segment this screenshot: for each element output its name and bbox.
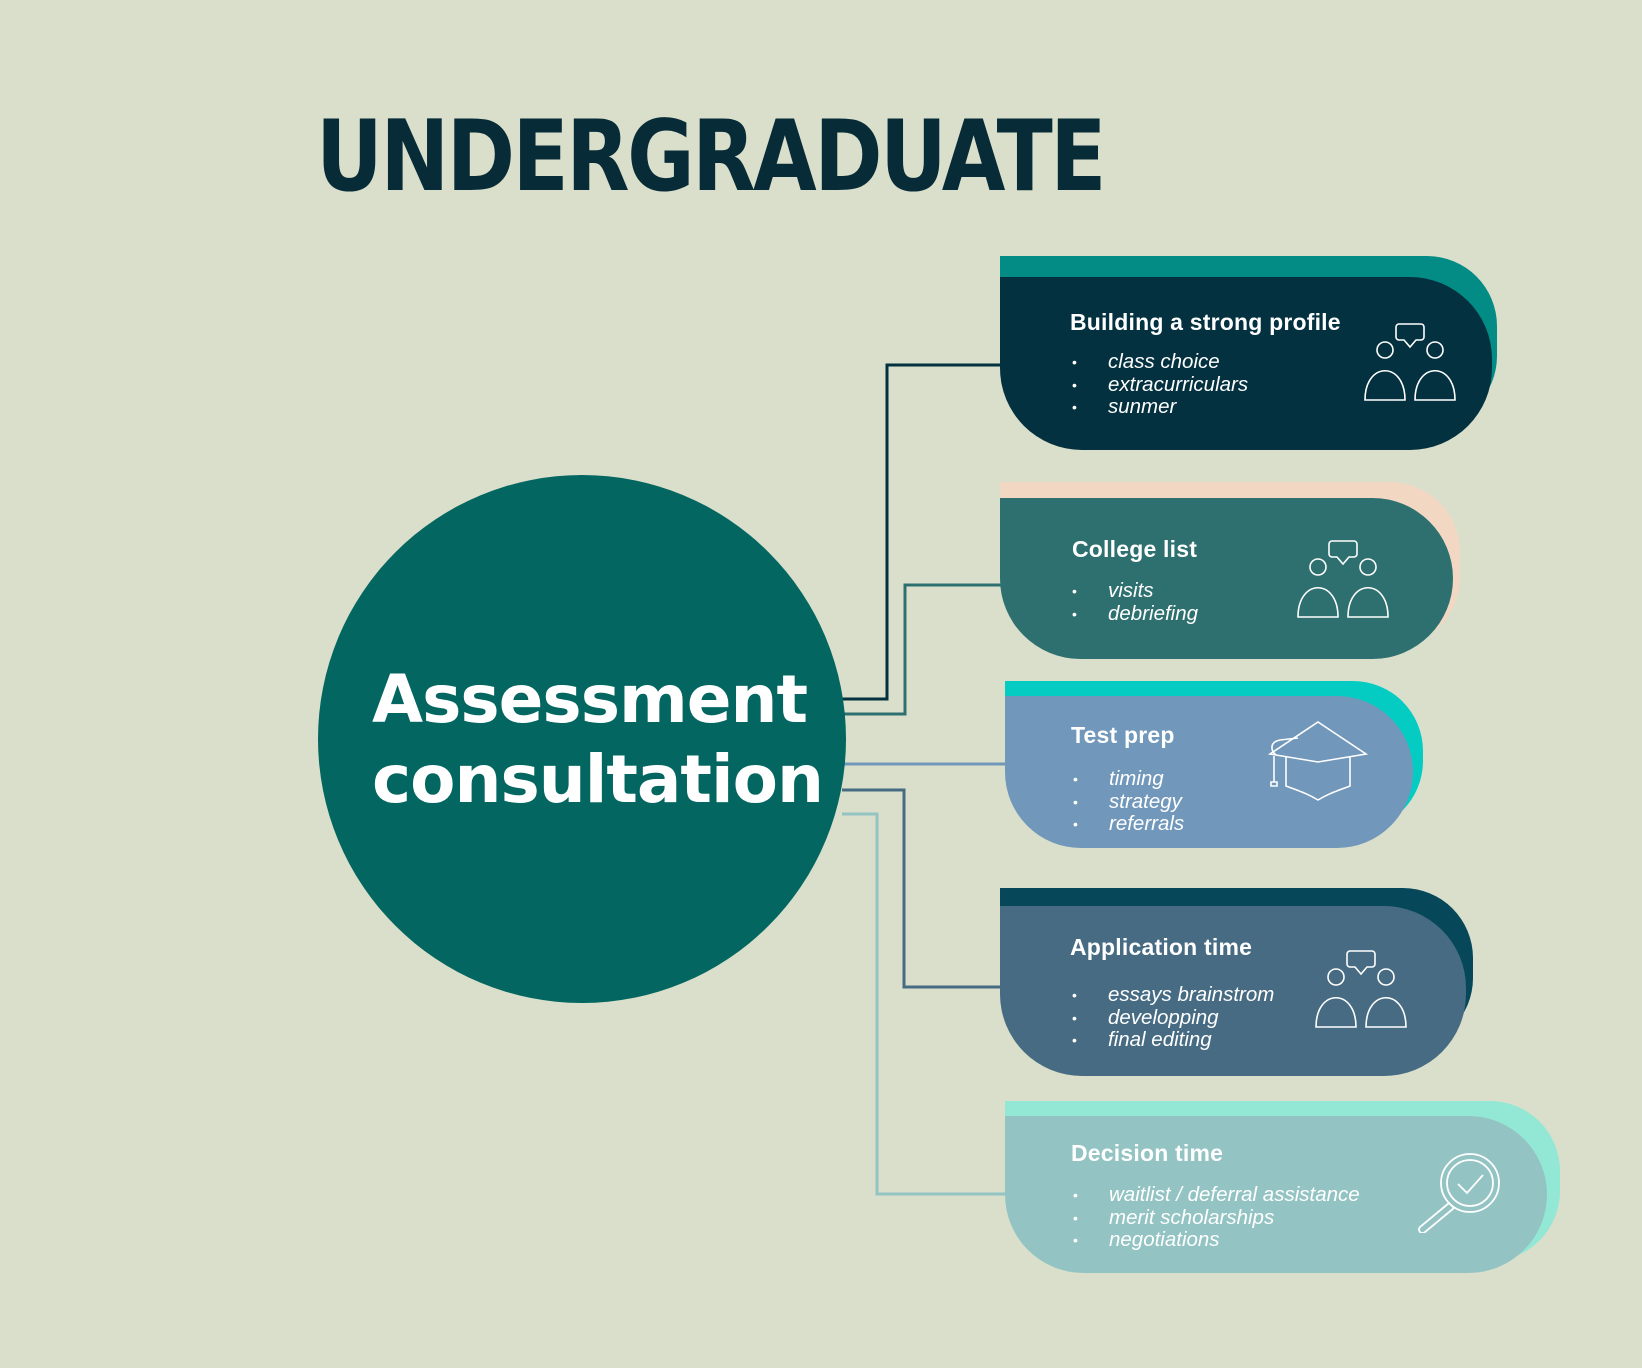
card-title: College list <box>1072 536 1198 562</box>
card-item-list: waitlist / deferral assistance merit sch… <box>1071 1183 1360 1252</box>
card-item-list: essays brainstrom developping final edit… <box>1070 983 1274 1052</box>
page-title: UNDERGRADUATE <box>316 100 1106 214</box>
list-item: class choice <box>1070 350 1248 374</box>
card-college-list: College list visits debriefing <box>1000 498 1453 659</box>
list-item: final editing <box>1070 1028 1274 1052</box>
card-item-list: class choice extracurriculars sunmer <box>1070 350 1248 419</box>
card-application-time: Application time essays brainstrom devel… <box>1000 906 1466 1076</box>
card-building-profile: Building a strong profile class choice e… <box>1000 277 1492 450</box>
connector-college-list <box>842 583 1002 716</box>
list-item: timing <box>1071 767 1184 791</box>
people-chat-icon <box>1364 323 1456 401</box>
list-item: merit scholarships <box>1071 1206 1360 1230</box>
people-chat-icon <box>1315 950 1407 1028</box>
list-item: referrals <box>1071 812 1184 836</box>
hub-label-line1: Assessment <box>372 661 808 738</box>
list-item: extracurriculars <box>1070 373 1248 397</box>
connector-building-profile <box>842 363 1002 701</box>
connector-decision-time <box>842 812 1007 1196</box>
connector-application-time <box>842 788 1002 989</box>
list-item: developping <box>1070 1006 1274 1030</box>
list-item: negotiations <box>1071 1228 1360 1252</box>
list-item: debriefing <box>1070 602 1198 626</box>
list-item: essays brainstrom <box>1070 983 1274 1007</box>
list-item: waitlist / deferral assistance <box>1071 1183 1360 1207</box>
hub-label: Assessment consultation <box>372 660 824 820</box>
card-decision-time: Decision time waitlist / deferral assist… <box>1005 1116 1547 1273</box>
hub-circle <box>318 475 846 1003</box>
card-title: Application time <box>1070 934 1253 960</box>
card-test-prep: Test prep timing strategy referrals <box>1005 696 1413 848</box>
card-item-list: visits debriefing <box>1070 579 1198 626</box>
card-title: Building a strong profile <box>1070 309 1341 335</box>
list-item: visits <box>1070 579 1198 603</box>
people-chat-icon <box>1297 540 1389 618</box>
list-item: sunmer <box>1070 395 1248 419</box>
magnifier-check-icon <box>1418 1153 1500 1233</box>
card-title: Test prep <box>1071 722 1175 748</box>
card-title: Decision time <box>1071 1140 1224 1166</box>
list-item: strategy <box>1071 790 1184 814</box>
hub-label-line2: consultation <box>372 741 824 818</box>
graduation-cap-icon <box>1268 721 1368 801</box>
card-item-list: timing strategy referrals <box>1071 767 1184 836</box>
